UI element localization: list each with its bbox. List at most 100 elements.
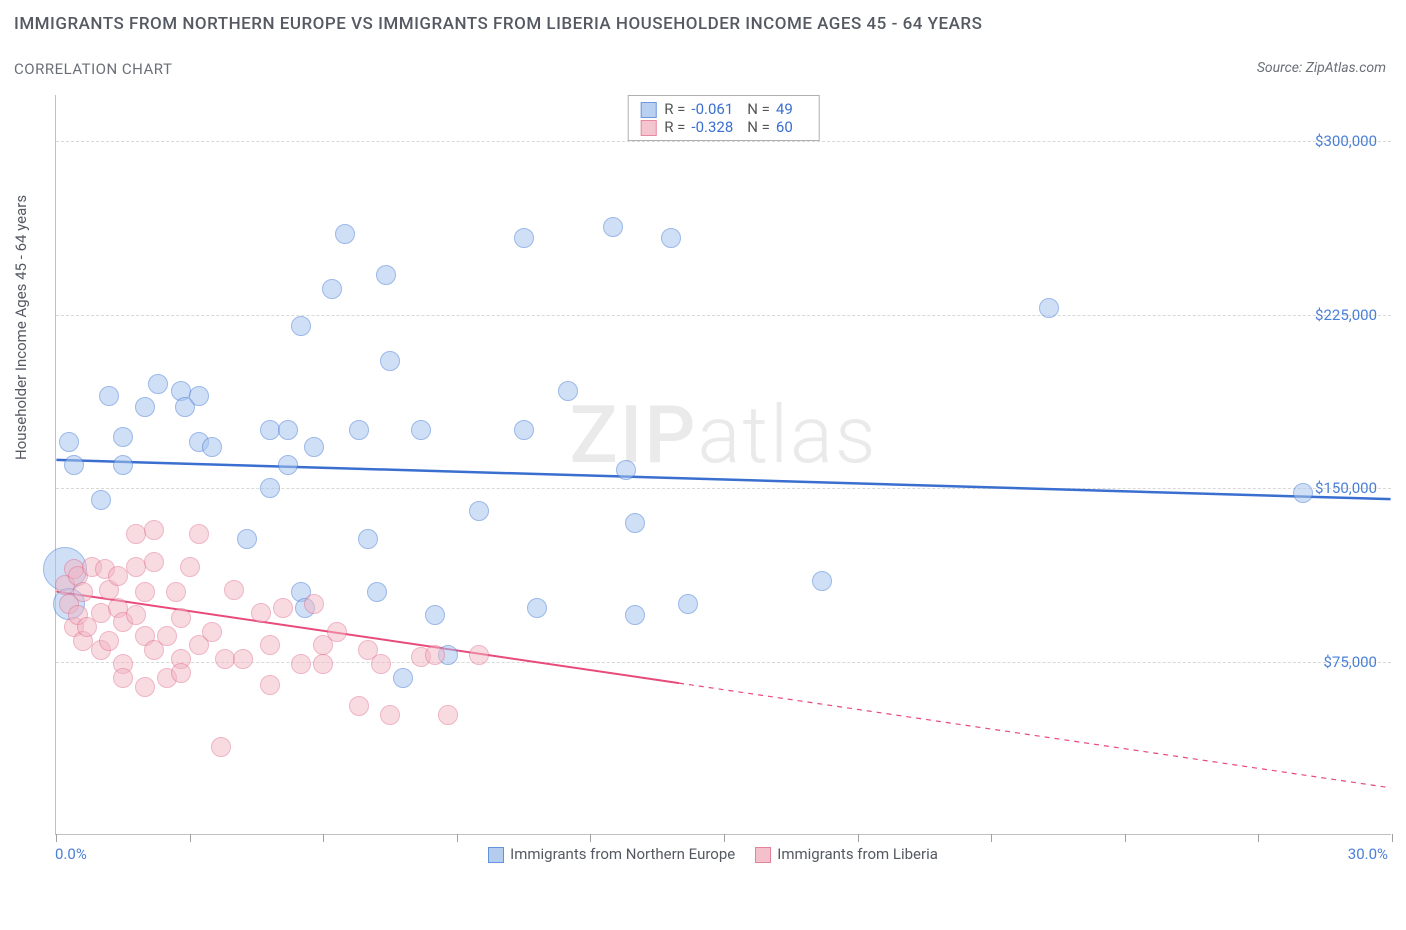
scatter-point — [380, 705, 400, 725]
scatter-point — [202, 622, 222, 642]
y-tick-label: $150,000 — [1315, 479, 1377, 497]
legend-row: R =-0.328N =60 — [640, 118, 807, 136]
scatter-point — [661, 228, 681, 248]
scatter-point — [514, 228, 534, 248]
scatter-point — [469, 501, 489, 521]
scatter-point — [558, 381, 578, 401]
scatter-point — [135, 397, 155, 417]
scatter-point — [126, 605, 146, 625]
scatter-point — [157, 626, 177, 646]
scatter-point — [64, 455, 84, 475]
scatter-point — [335, 224, 355, 244]
scatter-point — [171, 663, 191, 683]
scatter-point — [144, 552, 164, 572]
scatter-point — [211, 737, 231, 757]
x-tick — [590, 834, 591, 842]
scatter-point — [135, 582, 155, 602]
scatter-point — [233, 649, 253, 669]
source-citation: Source: ZipAtlas.com — [1257, 60, 1386, 76]
scatter-point — [425, 645, 445, 665]
scatter-point — [273, 598, 293, 618]
scatter-point — [260, 675, 280, 695]
y-tick-label: $300,000 — [1315, 132, 1377, 150]
scatter-point — [349, 420, 369, 440]
scatter-point — [376, 265, 396, 285]
x-tick — [1392, 834, 1393, 842]
scatter-point — [260, 635, 280, 655]
scatter-point — [278, 420, 298, 440]
scatter-point — [527, 598, 547, 618]
x-tick — [323, 834, 324, 842]
scatter-point — [237, 529, 257, 549]
x-tick — [724, 834, 725, 842]
scatter-point — [108, 566, 128, 586]
scatter-point — [171, 608, 191, 628]
scatter-point — [113, 455, 133, 475]
scatter-point — [99, 386, 119, 406]
scatter-point — [678, 594, 698, 614]
scatter-point — [371, 654, 391, 674]
scatter-point — [135, 677, 155, 697]
scatter-point — [304, 437, 324, 457]
gridline — [56, 141, 1391, 142]
scatter-point — [425, 605, 445, 625]
scatter-point — [327, 622, 347, 642]
scatter-point — [99, 631, 119, 651]
chart-plot-area: R =-0.061N =49R =-0.328N =60 ZIPatlas $7… — [55, 95, 1391, 835]
legend-label: Immigrants from Liberia — [777, 845, 938, 863]
chart-subtitle: CORRELATION CHART — [14, 60, 172, 78]
scatter-point — [322, 279, 342, 299]
scatter-point — [189, 524, 209, 544]
scatter-point — [367, 582, 387, 602]
x-tick — [858, 834, 859, 842]
scatter-point — [113, 668, 133, 688]
scatter-point — [625, 605, 645, 625]
scatter-point — [603, 217, 623, 237]
scatter-point — [251, 603, 271, 623]
scatter-point — [91, 490, 111, 510]
scatter-point — [73, 582, 93, 602]
legend-row: R =-0.061N =49 — [640, 100, 807, 118]
scatter-point — [358, 529, 378, 549]
gridline — [56, 662, 1391, 663]
scatter-point — [812, 571, 832, 591]
series-legend: Immigrants from Northern Europe Immigrant… — [0, 845, 1406, 863]
scatter-point — [380, 351, 400, 371]
scatter-point — [411, 420, 431, 440]
scatter-point — [393, 668, 413, 688]
scatter-point — [202, 437, 222, 457]
x-tick — [1258, 834, 1259, 842]
gridline — [56, 488, 1391, 489]
gridline — [56, 315, 1391, 316]
legend-swatch — [755, 847, 771, 863]
scatter-point — [1293, 483, 1313, 503]
scatter-point — [260, 478, 280, 498]
x-tick — [1125, 834, 1126, 842]
legend-swatch — [488, 847, 504, 863]
correlation-legend: R =-0.061N =49R =-0.328N =60 — [627, 95, 820, 141]
x-tick — [457, 834, 458, 842]
y-tick-label: $75,000 — [1323, 653, 1377, 671]
scatter-point — [349, 696, 369, 716]
legend-label: Immigrants from Northern Europe — [510, 845, 735, 863]
scatter-point — [166, 582, 186, 602]
scatter-point — [616, 460, 636, 480]
x-tick — [991, 834, 992, 842]
scatter-point — [514, 420, 534, 440]
x-tick — [190, 834, 191, 842]
y-axis-label: Householder Income Ages 45 - 64 years — [12, 195, 30, 460]
chart-title: IMMIGRANTS FROM NORTHERN EUROPE VS IMMIG… — [14, 14, 982, 34]
scatter-point — [291, 654, 311, 674]
scatter-point — [224, 580, 244, 600]
y-tick-label: $225,000 — [1315, 306, 1377, 324]
scatter-point — [278, 455, 298, 475]
scatter-point — [113, 427, 133, 447]
scatter-point — [625, 513, 645, 533]
scatter-point — [180, 557, 200, 577]
scatter-point — [469, 645, 489, 665]
scatter-point — [59, 432, 79, 452]
scatter-point — [1039, 298, 1059, 318]
scatter-point — [304, 594, 324, 614]
scatter-point — [144, 520, 164, 540]
x-tick — [56, 834, 57, 842]
